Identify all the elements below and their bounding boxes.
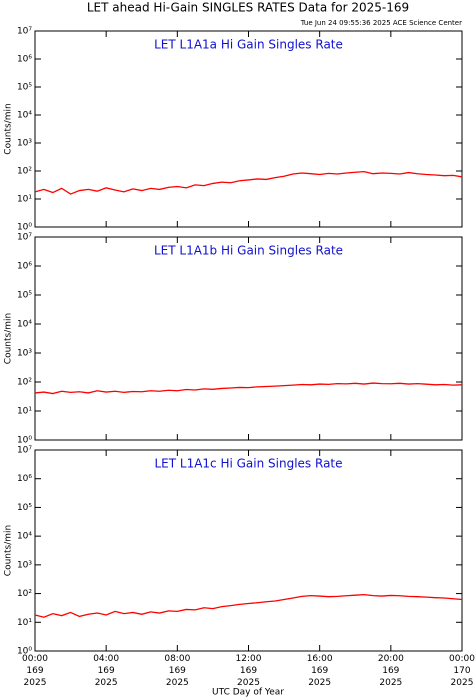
x-tick-label: 00:00 170 2025: [449, 654, 475, 688]
data-line: [34, 382, 463, 395]
y-tick-label: 10⁵: [17, 291, 32, 301]
y-tick-label: 10⁰: [17, 647, 32, 657]
y-tick-label: 10²: [17, 589, 32, 599]
x-tick-label: 00:00 169 2025: [22, 654, 48, 688]
y-tick-label: 10⁰: [17, 223, 32, 233]
y-tick-label: 10¹: [17, 407, 32, 417]
x-tick-label: 12:00 169 2025: [236, 654, 262, 688]
y-tick-label: 10⁶: [17, 262, 32, 272]
plot-frame: [34, 30, 463, 228]
y-tick-label: 10⁷: [17, 446, 32, 456]
y-axis-label: Counts/min: [4, 525, 14, 576]
y-tick-label: 10³: [17, 560, 32, 570]
x-axis-label: UTC Day of Year: [212, 688, 284, 698]
y-tick-label: 10⁰: [17, 436, 32, 446]
plot-frame: [34, 449, 463, 652]
timestamp: Tue Jun 24 09:55:36 2025 ACE Science Cen…: [300, 19, 462, 27]
page-title: LET ahead Hi-Gain SINGLES RATES Data for…: [87, 1, 409, 15]
y-axis-label: Counts/min: [4, 313, 14, 364]
x-tick-label: 04:00 169 2025: [93, 654, 119, 688]
x-tick-label: 08:00 169 2025: [164, 654, 190, 688]
y-tick-label: 10¹: [17, 195, 32, 205]
y-tick-label: 10²: [17, 167, 32, 177]
x-tick-label: 16:00 169 2025: [307, 654, 333, 688]
panel-title: LET L1A1a Hi Gain Singles Rate: [154, 38, 343, 52]
y-axis-label: Counts/min: [4, 103, 14, 154]
y-tick-label: 10⁵: [17, 503, 32, 513]
plot-frame: [34, 236, 463, 441]
y-tick-label: 10¹: [17, 618, 32, 628]
y-tick-label: 10⁶: [17, 55, 32, 65]
y-tick-label: 10³: [17, 139, 32, 149]
data-line: [34, 593, 463, 618]
y-tick-label: 10⁶: [17, 474, 32, 484]
y-tick-label: 10⁵: [17, 83, 32, 93]
y-tick-label: 10⁷: [17, 27, 32, 37]
x-tick-label: 20:00 169 2025: [378, 654, 404, 688]
panel-title: LET L1A1c Hi Gain Singles Rate: [154, 457, 342, 471]
y-tick-label: 10⁷: [17, 233, 32, 243]
y-tick-label: 10⁴: [17, 320, 32, 330]
panel-title: LET L1A1b Hi Gain Singles Rate: [154, 244, 343, 258]
data-line: [34, 170, 463, 195]
y-tick-label: 10²: [17, 378, 32, 388]
y-tick-label: 10³: [17, 349, 32, 359]
y-tick-label: 10⁴: [17, 111, 32, 121]
y-tick-label: 10⁴: [17, 532, 32, 542]
